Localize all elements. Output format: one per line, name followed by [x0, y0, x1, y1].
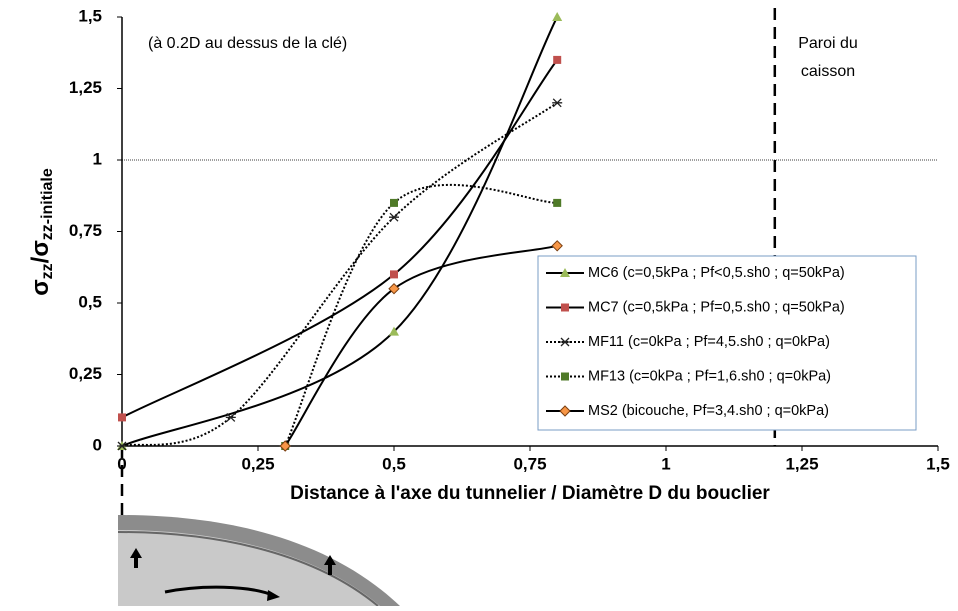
y-tick-label: 0,5 [78, 292, 102, 311]
marker [225, 412, 236, 422]
tunnel-illustration [117, 515, 400, 607]
rotation-arrow [164, 585, 276, 598]
y-tick-label: 1 [93, 149, 102, 168]
tunnel-edge [117, 531, 379, 607]
annotation: (à 0.2D au dessus de la clé) [148, 35, 347, 52]
y-title-sub: zz-initiale [39, 168, 56, 240]
tunnel-face [118, 530, 380, 606]
marker [388, 282, 400, 295]
annotation: caisson [801, 63, 855, 80]
y-tick-label: 1,5 [78, 6, 102, 25]
legend-label: MF11 (c=0kPa ; Pf=4,5.sh0 ; q=0kPa) [588, 334, 830, 350]
marker [553, 55, 562, 64]
legend-label: MC6 (c=0,5kPa ; Pf<0,5.sh0 ; q=50kPa) [588, 265, 845, 281]
marker [561, 303, 569, 312]
marker [279, 440, 291, 452]
y-title-part: /σ [27, 240, 54, 263]
y-title-part: σ [27, 279, 54, 295]
x-tick-label: 1,25 [785, 454, 818, 473]
marker [561, 372, 569, 381]
series-line [284, 183, 558, 447]
marker [552, 12, 563, 21]
annotation: Paroi du [798, 35, 858, 52]
legend-label: MS2 (bicouche, Pf=3,4.sh0 ; q=0kPa) [588, 403, 829, 419]
marker [553, 198, 562, 207]
marker [552, 98, 563, 108]
y-axis-title: σzz/σzz-initiale [27, 168, 56, 296]
x-tick-label: 0,25 [241, 454, 274, 473]
marker [389, 326, 399, 336]
marker [560, 268, 570, 277]
marker [560, 337, 570, 347]
y-tick-label: 0,25 [69, 364, 102, 383]
legend: MC6 (c=0,5kPa ; Pf<0,5.sh0 ; q=50kPa) MC7… [537, 255, 917, 431]
marker [559, 405, 571, 417]
marker [389, 212, 399, 222]
legend-label: MC7 (c=0,5kPa ; Pf=0,5.sh0 ; q=50kPa) [588, 299, 845, 315]
arrow-head [267, 590, 280, 601]
arrow-icon [324, 555, 336, 575]
marker [390, 270, 398, 279]
marker [118, 413, 126, 422]
x-axis-title: Distance à l'axe du tunnelier / Diamètre… [290, 483, 770, 504]
marker [390, 198, 398, 207]
y-title-sub: zz [39, 263, 56, 279]
series-line [121, 101, 558, 447]
x-tick-label: 1,5 [926, 454, 950, 473]
x-tick-label: 0,5 [382, 454, 406, 473]
x-tick-label: 0 [117, 454, 126, 473]
legend-box [537, 255, 917, 431]
marker [117, 441, 127, 451]
y-tick-label: 0,75 [69, 221, 102, 240]
arrow-icon [130, 548, 142, 568]
series-line [121, 59, 558, 419]
y-tick-label: 1,25 [69, 78, 102, 97]
x-tick-label: 0,75 [513, 454, 546, 473]
legend-label: MF13 (c=0kPa ; Pf=1,6.sh0 ; q=0kPa) [588, 368, 831, 384]
series-line [284, 244, 558, 447]
x-tick-label: 1 [661, 454, 670, 473]
marker [551, 240, 563, 252]
y-tick-label: 0 [93, 435, 102, 454]
series-line [121, 16, 559, 447]
